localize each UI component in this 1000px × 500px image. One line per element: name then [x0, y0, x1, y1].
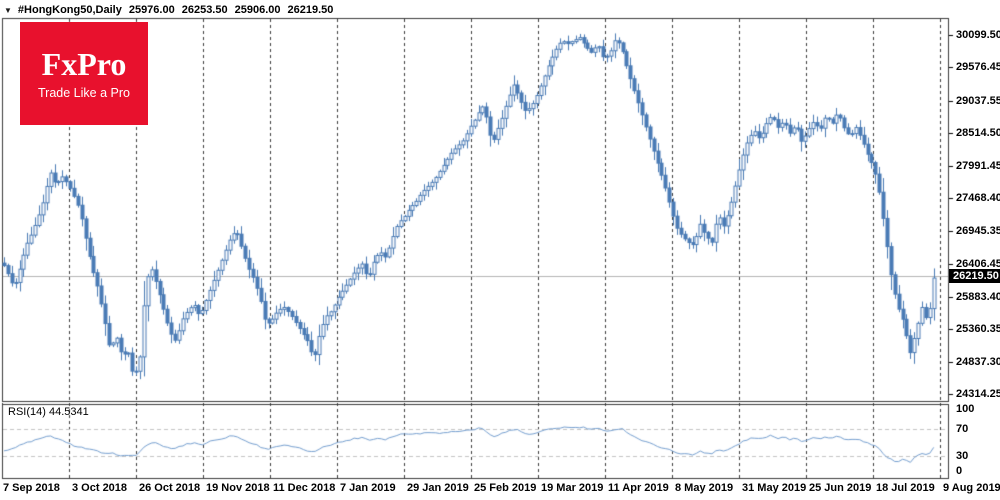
fxpro-logo: FxPro Trade Like a Pro: [20, 22, 148, 125]
price-axis-label: 26945.35: [956, 224, 1000, 237]
price-axis-label: 24837.30: [956, 355, 1000, 368]
date-axis-label: 29 Jan 2019: [407, 482, 469, 494]
date-axis-label: 25 Feb 2019: [474, 482, 537, 494]
price-axis-label: 29576.45: [956, 61, 1000, 74]
date-axis-label: 7 Sep 2018: [3, 482, 60, 494]
date-axis-label: 31 May 2019: [742, 482, 807, 494]
ohlc-close: 26219.50: [287, 4, 334, 16]
date-axis-label: 3 Oct 2018: [72, 482, 128, 494]
date-axis-label: 25 Jun 2019: [809, 482, 872, 494]
date-axis-label: 19 Nov 2018: [206, 482, 270, 494]
price-axis-label: 27468.40: [956, 192, 1000, 205]
chart-title-bar: ▼ #HongKong50,Daily 25976.00 26253.50 25…: [4, 3, 340, 17]
date-axis-label: 11 Apr 2019: [608, 482, 669, 494]
symbol-marker-icon[interactable]: ▼: [4, 5, 12, 15]
date-axis-label: 26 Oct 2018: [139, 482, 201, 494]
rsi-axis-label: 30: [956, 450, 969, 463]
ohlc-low: 25906.00: [234, 4, 281, 16]
ohlc-high: 26253.50: [181, 4, 228, 16]
symbol-title: #HongKong50,Daily: [17, 4, 122, 16]
date-axis-label: 7 Jan 2019: [340, 482, 396, 494]
rsi-axis-label: 0: [956, 465, 963, 477]
price-axis-label: 27991.45: [956, 159, 1000, 172]
ohlc-open: 25976.00: [128, 4, 175, 16]
date-axis-label: 8 May 2019: [675, 482, 734, 494]
price-axis-label: 25360.35: [956, 323, 1000, 336]
date-axis-label: 19 Mar 2019: [541, 482, 604, 494]
price-axis-label: 30099.50: [956, 29, 1000, 41]
date-axis-label: 11 Dec 2018: [273, 482, 336, 494]
price-axis-label: 26406.45: [956, 258, 1000, 271]
price-axis-label: 28514.50: [956, 127, 1000, 140]
rsi-indicator-label: RSI(14) 44.5341: [8, 406, 89, 418]
date-axis-label: 9 Aug 2019: [943, 482, 1000, 494]
date-axis-label: 18 Jul 2019: [876, 482, 935, 494]
fxpro-logo-text: FxPro: [41, 45, 127, 82]
current-price-tag: 26219.50: [949, 268, 1000, 283]
rsi-axis-label: 100: [956, 403, 975, 415]
price-axis-label: 25883.40: [956, 290, 1000, 303]
fxpro-tagline: Trade Like a Pro: [38, 85, 130, 100]
rsi-axis-label: 70: [956, 423, 969, 436]
price-axis-label: 29037.55: [956, 94, 1000, 107]
price-axis-label: 24314.25: [956, 387, 1000, 400]
